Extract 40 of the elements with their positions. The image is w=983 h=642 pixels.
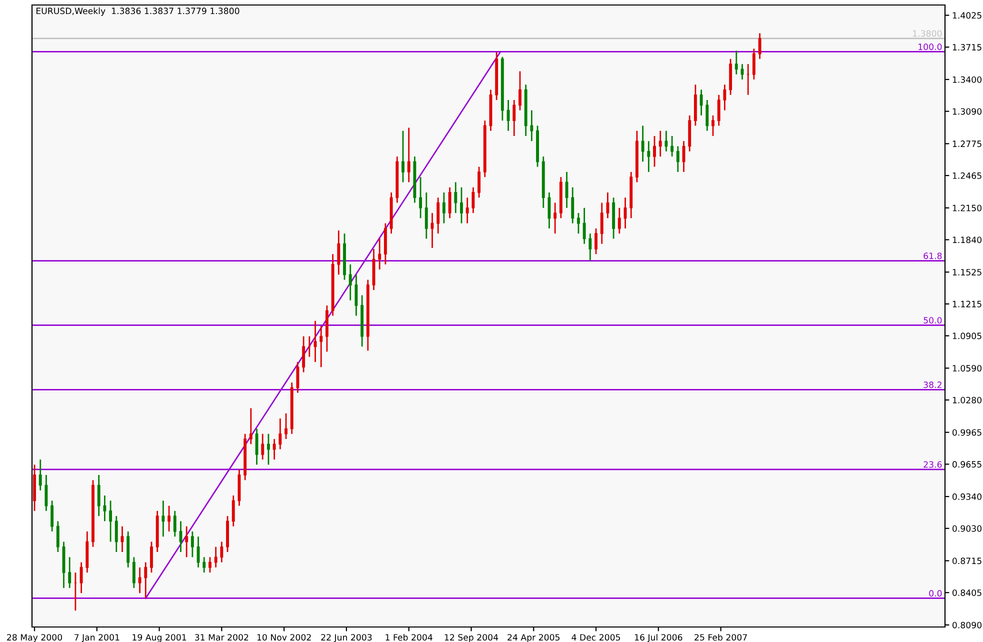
y-tick-label: 0.9030	[952, 525, 982, 532]
y-tick-label: 1.1840	[952, 236, 982, 244]
ref-line-label: 1.3800	[913, 30, 942, 37]
y-tick-label: 1.2150	[952, 204, 982, 212]
y-tick-label: 1.3715	[952, 44, 982, 51]
x-tick-label: 31 Mar 2002	[195, 634, 248, 641]
x-tick-label: 4 Dec 2005	[572, 634, 620, 641]
y-tick-label: 1.0280	[952, 396, 982, 404]
x-tick-label: 24 Apr 2005	[508, 634, 560, 642]
y-tick-label: 0.9340	[952, 493, 982, 500]
y-tick-label: 0.9965	[952, 429, 982, 436]
annotation: 50.0	[924, 317, 942, 324]
annotation: 23.6	[924, 461, 942, 468]
y-tick-label: 1.3400	[952, 76, 982, 83]
x-tick-label: 22 Jun 2003	[321, 634, 372, 642]
x-tick-label: 1 Feb 2004	[386, 634, 432, 641]
y-tick-label: 1.1215	[952, 300, 982, 308]
y-tick-label: 1.2465	[952, 172, 982, 179]
annotation: 61.8	[924, 252, 942, 260]
x-tick-label: 16 Jul 2006	[634, 634, 682, 642]
y-tick-label: 1.0590	[952, 365, 982, 372]
y-tick-label: 0.8405	[952, 589, 982, 596]
y-tick-label: 0.8715	[952, 558, 982, 564]
y-tick-label: 1.1525	[952, 268, 982, 276]
y-tick-label: 0.8090	[952, 622, 982, 628]
y-tick-label: 1.2775	[952, 140, 982, 148]
x-tick-label: 12 Sep 2004	[444, 634, 498, 642]
x-tick-label: 25 Feb 2007	[694, 634, 747, 641]
y-tick-label: 1.4025	[952, 12, 982, 19]
x-tick-label: 10 Nov 2002	[257, 634, 311, 641]
x-tick-label: 19 Aug 2001	[132, 634, 186, 642]
y-tick-label: 1.0905	[952, 332, 982, 340]
y-tick-label: 0.9655	[952, 461, 982, 468]
annotation: 0.0	[929, 590, 942, 597]
annotation: 100.0	[918, 44, 942, 50]
y-tick-label: 1.3090	[952, 108, 982, 115]
chart-title: EURUSD,Weekly 1.3836 1.3837 1.3779 1.3800	[36, 7, 240, 16]
x-tick-label: 7 Jan 2001	[74, 634, 120, 642]
x-tick-label: 28 May 2000	[7, 634, 62, 642]
annotation: 38.2	[924, 382, 942, 388]
